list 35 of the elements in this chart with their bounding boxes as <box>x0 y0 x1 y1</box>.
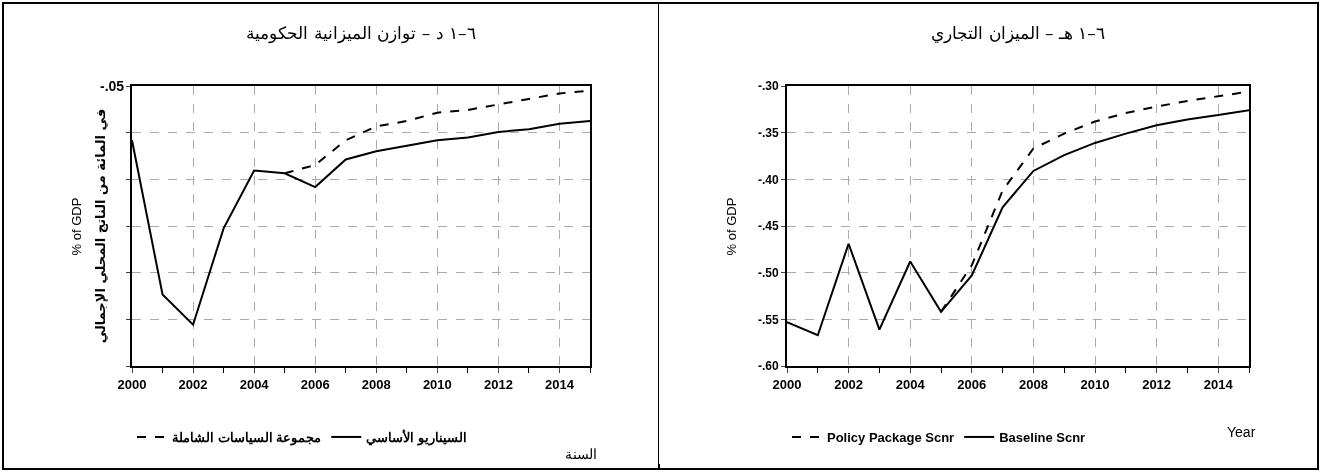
text: -.05 <box>100 78 125 94</box>
x-tick-label: 2012 <box>483 376 513 392</box>
y-tick-label: -.50 <box>757 265 779 280</box>
legend-label: السيناريو الأساسي <box>366 429 467 447</box>
x-tick-label: 2006 <box>957 376 987 392</box>
x-tick-label: 2000 <box>117 376 147 392</box>
x-axis-title: Year <box>1227 424 1256 440</box>
y-tick-label: -.30 <box>757 79 779 94</box>
legend-label: Policy Package Scnr <box>827 430 955 446</box>
y-tick-label: -.60 <box>757 359 779 374</box>
x-tick-label: 2004 <box>239 376 270 392</box>
x-axis-title: السنة <box>565 446 597 462</box>
x-tick-label: 2000 <box>772 376 802 392</box>
x-tick-label: 2008 <box>1018 376 1048 392</box>
x-tick-label: 2010 <box>422 376 452 392</box>
legend-label: Baseline Scnr <box>999 430 1086 446</box>
chart-title: ٦–١ هـ – الميزان التجاري <box>931 22 1105 44</box>
x-tick-label: 2004 <box>895 376 926 392</box>
x-tick-label: 2008 <box>361 376 391 392</box>
x-tick-label: 2014 <box>545 376 575 392</box>
y-axis-title: % of GDP <box>69 197 85 256</box>
x-tick-label: 2002 <box>834 376 864 392</box>
legend-label: مجموعة السياسات الشاملة <box>172 430 322 447</box>
text: في المائة من الناتج المحلي الإجمالي <box>93 108 109 344</box>
y-tick-label: -.35 <box>757 125 779 140</box>
x-tick-label: 2002 <box>178 376 208 392</box>
y-tick-label: -.45 <box>757 219 779 234</box>
x-tick-label: 2006 <box>300 376 330 392</box>
x-tick-label: 2012 <box>1142 376 1172 392</box>
y-tick-label: -.40 <box>757 172 779 187</box>
y-tick-label: -.55 <box>757 312 779 327</box>
chart-title: ٦–١ د – توازن الميزانية الحكومية <box>246 22 476 44</box>
y-axis-title: % of GDP <box>724 197 740 256</box>
x-tick-label: 2010 <box>1080 376 1110 392</box>
x-tick-label: 2014 <box>1203 376 1234 392</box>
